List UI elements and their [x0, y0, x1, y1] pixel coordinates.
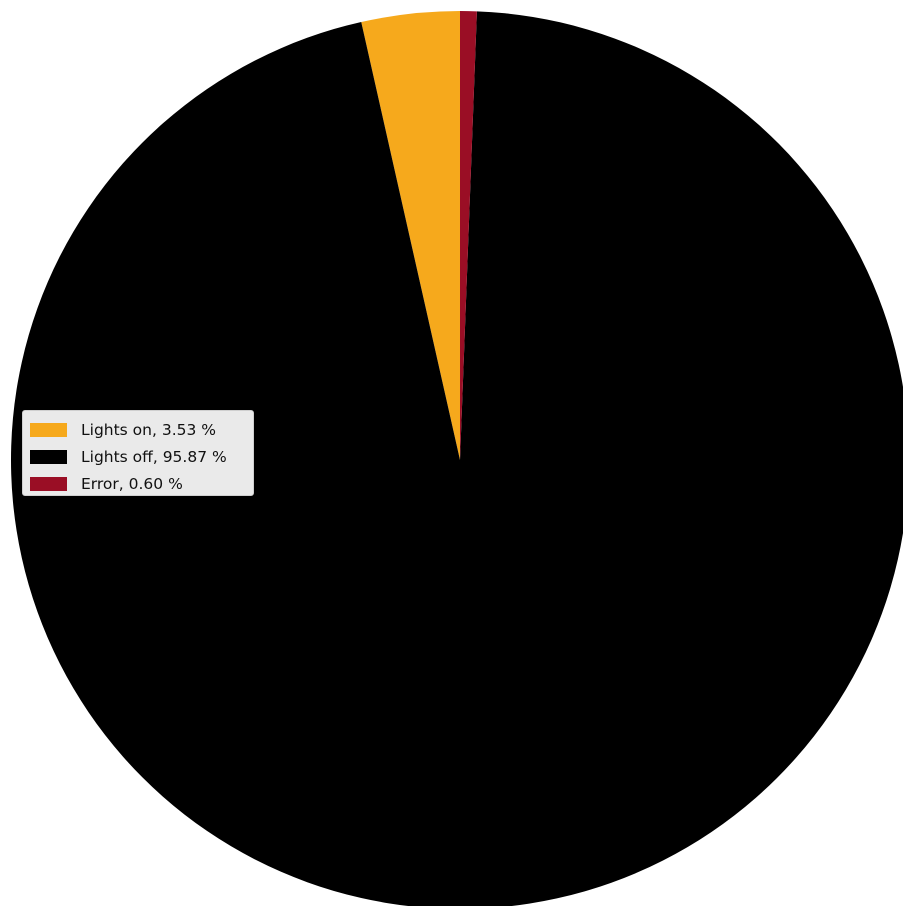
legend-label-lights-off: Lights off, 95.87 % [81, 447, 227, 466]
legend: Lights on, 3.53 % Lights off, 95.87 % Er… [22, 410, 254, 496]
legend-item-lights-off: Lights off, 95.87 % [30, 443, 253, 470]
legend-item-lights-on: Lights on, 3.53 % [30, 416, 253, 443]
pie-slice-lights-off [11, 11, 903, 906]
pie-slices [11, 11, 903, 906]
legend-label-lights-on: Lights on, 3.53 % [81, 420, 217, 439]
legend-label-error: Error, 0.60 % [81, 474, 183, 493]
legend-swatch-lights-on [30, 422, 67, 437]
legend-item-error: Error, 0.60 % [30, 470, 253, 497]
legend-swatch-lights-off [30, 449, 67, 464]
legend-swatch-error [30, 476, 67, 491]
pie-slice-error [460, 11, 477, 460]
pie-slice-lights-on [361, 11, 460, 460]
